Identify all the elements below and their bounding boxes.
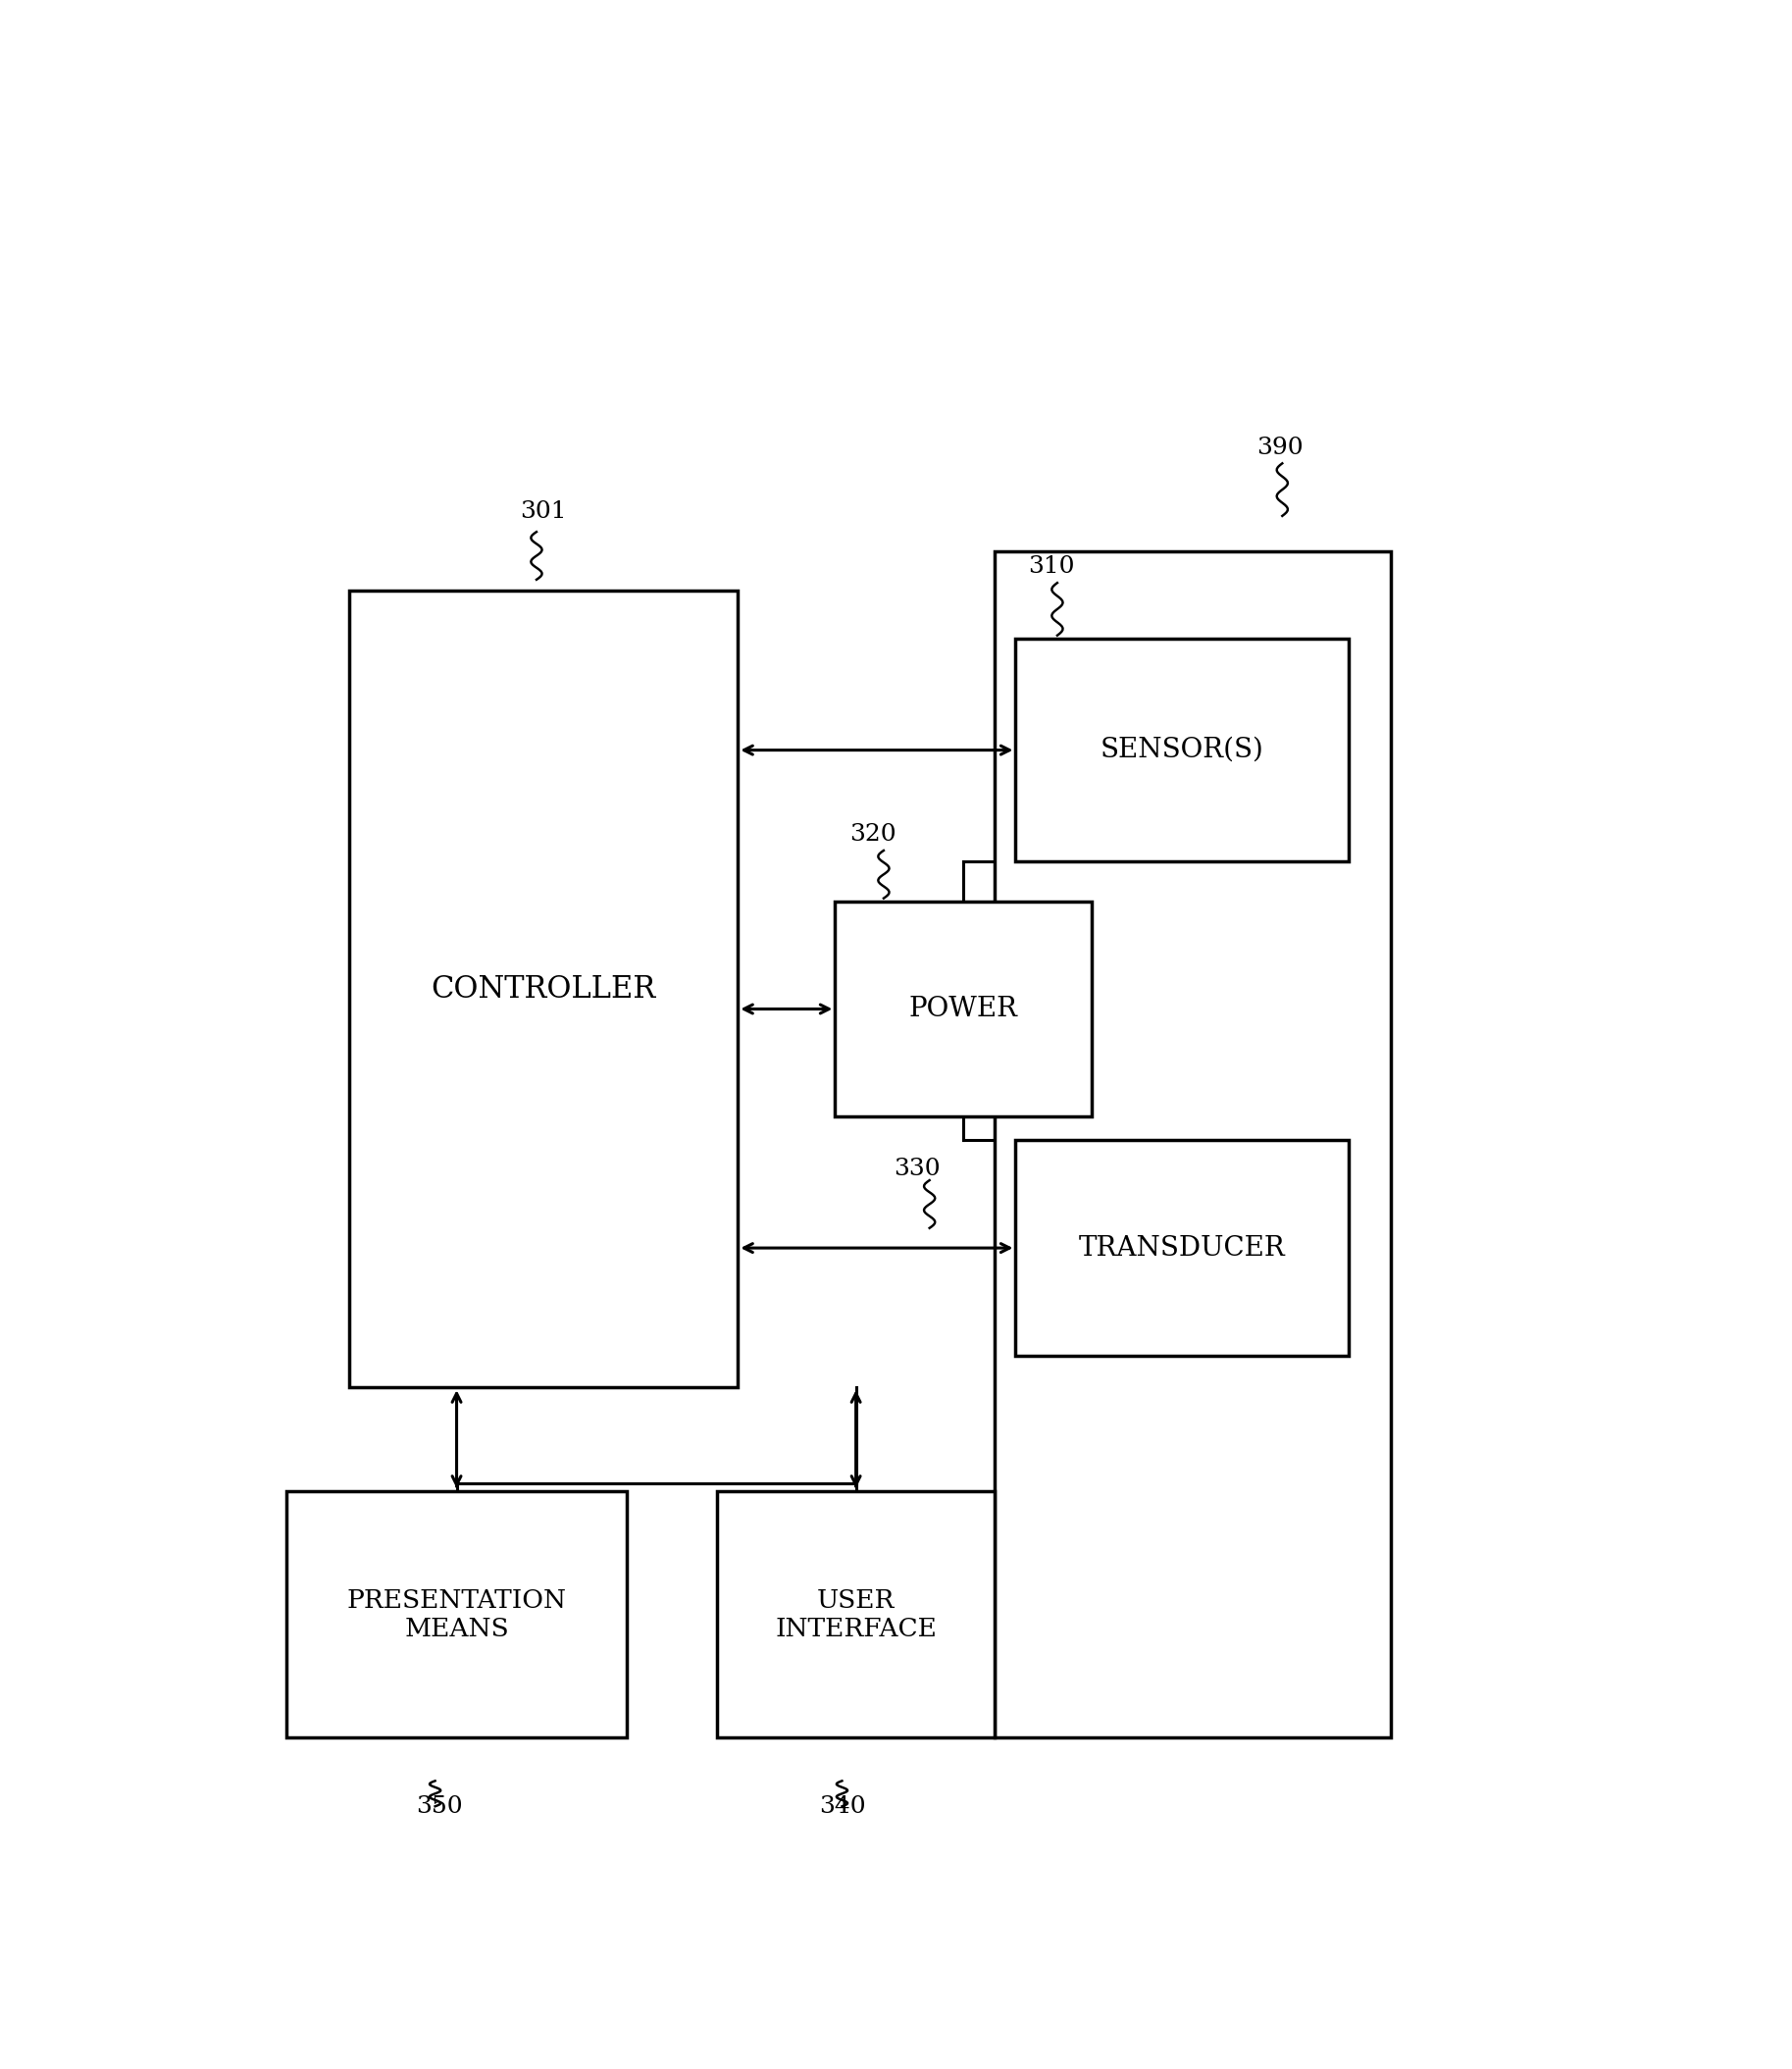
Text: CONTROLLER: CONTROLLER bbox=[432, 974, 656, 1003]
Bar bbox=[1016, 1140, 1349, 1355]
Text: USER
INTERFACE: USER INTERFACE bbox=[776, 1587, 937, 1641]
Text: SENSOR(S): SENSOR(S) bbox=[1100, 737, 1263, 763]
Bar bbox=[287, 1492, 627, 1738]
Text: 301: 301 bbox=[520, 501, 566, 523]
Text: 340: 340 bbox=[819, 1796, 866, 1819]
Text: 330: 330 bbox=[894, 1159, 941, 1181]
Text: 320: 320 bbox=[849, 823, 896, 846]
Bar bbox=[717, 1492, 995, 1738]
Text: PRESENTATION
MEANS: PRESENTATION MEANS bbox=[348, 1587, 566, 1641]
Text: POWER: POWER bbox=[909, 995, 1018, 1022]
Text: 390: 390 bbox=[1256, 437, 1303, 459]
Text: 350: 350 bbox=[416, 1796, 462, 1819]
Bar bbox=[1016, 639, 1349, 861]
Text: 310: 310 bbox=[1029, 557, 1075, 577]
Bar bbox=[349, 592, 738, 1388]
Bar bbox=[835, 902, 1091, 1117]
Bar bbox=[995, 550, 1391, 1738]
Text: TRANSDUCER: TRANSDUCER bbox=[1079, 1235, 1285, 1262]
